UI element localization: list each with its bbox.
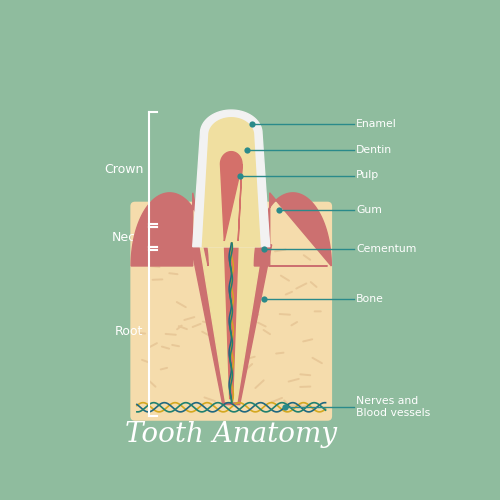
Text: Dentin: Dentin [356,146,392,156]
Polygon shape [200,243,263,402]
Polygon shape [224,241,238,399]
Text: Pulp: Pulp [356,170,380,180]
Text: Bone: Bone [356,294,384,304]
Polygon shape [220,152,242,241]
Text: Gum: Gum [356,205,382,215]
Polygon shape [191,245,272,404]
Polygon shape [131,193,208,266]
Text: Crown: Crown [104,163,144,176]
Polygon shape [202,118,260,246]
Text: Neck: Neck [112,230,144,243]
Text: Enamel: Enamel [356,118,397,128]
FancyBboxPatch shape [130,202,332,420]
Polygon shape [254,193,332,266]
Text: Tooth Anatomy: Tooth Anatomy [125,420,337,448]
Text: Root: Root [115,325,143,338]
Text: Cementum: Cementum [356,244,416,254]
Text: Nerves and
Blood vessels: Nerves and Blood vessels [356,396,430,418]
Polygon shape [192,110,270,246]
